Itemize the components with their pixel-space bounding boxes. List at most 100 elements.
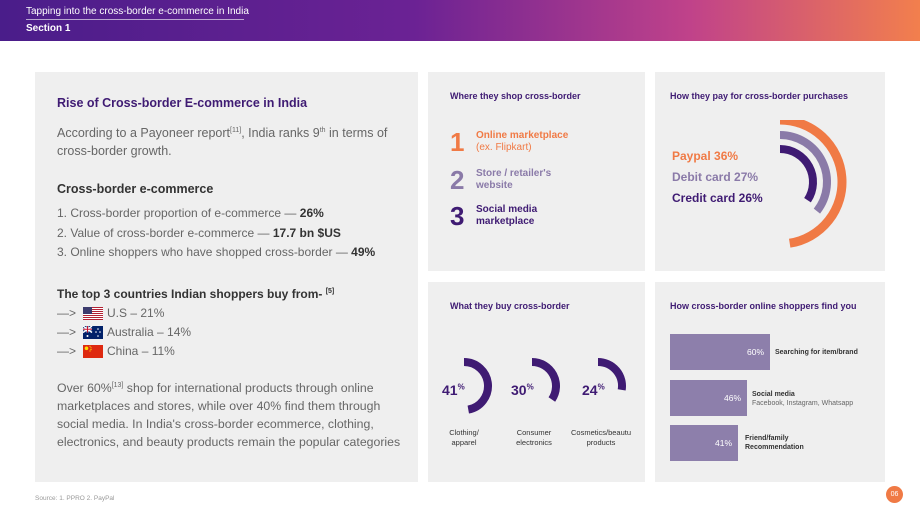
rank-label-sub: website <box>476 180 513 191</box>
pct-unit: % <box>526 382 534 392</box>
stat-label: 2. Value of cross-border e-commerce — <box>57 225 273 240</box>
category-caption: Cosmetics/beautu products <box>568 428 634 448</box>
category-percent: 30% <box>511 382 534 398</box>
rank-item: 1 Online marketplace (ex. Flipkart) <box>450 129 568 155</box>
find-bar-label: Searching for item/brand <box>775 348 858 357</box>
stat-value: 17.7 bn $US <box>272 225 341 240</box>
countries-ref: [5] <box>325 288 335 295</box>
countries-heading-text: The top 3 countries Indian shoppers buy … <box>57 287 323 301</box>
rank-label-sub: (ex. Flipkart) <box>476 142 532 153</box>
find-bar: 60% <box>670 334 770 370</box>
rank-label: Social media marketplace <box>476 204 537 228</box>
pct-number: 41 <box>442 382 458 398</box>
where-panel: Where they shop cross-border 1 Online ma… <box>428 72 645 271</box>
intro-ref: [11] <box>230 127 242 134</box>
payment-arc <box>780 120 847 248</box>
section-label: Section 1 <box>26 23 71 34</box>
arrow-text: —> <box>57 325 77 339</box>
country-label: U.S – 21% <box>107 306 165 320</box>
arrow-text: —> <box>57 344 77 358</box>
intro-text-b: , India ranks 9 <box>241 126 320 141</box>
stat-item: 1. Cross-border proportion of e-commerce… <box>57 204 375 224</box>
us-flag-icon <box>83 306 103 320</box>
header-banner: Tapping into the cross-border e-commerce… <box>0 0 920 41</box>
rank-label: Store / retailer's website <box>476 168 551 192</box>
rank-number: 2 <box>450 165 465 195</box>
pct-unit: % <box>597 382 605 392</box>
payment-label: Debit card 27% <box>672 170 759 184</box>
category-arc <box>597 358 626 391</box>
rise-panel: Rise of Cross-border E-commerce in India… <box>35 72 418 482</box>
find-label-main: Friend/family <box>745 435 789 442</box>
arrow-text: —> <box>57 306 77 320</box>
stats-list: 1. Cross-border proportion of e-commerce… <box>57 204 375 263</box>
rise-heading: Rise of Cross-border E-commerce in India <box>57 96 308 110</box>
find-label-sub: Recommendation <box>745 444 804 451</box>
category-percent: 24% <box>582 382 605 398</box>
category-arc <box>531 358 560 402</box>
stat-item: 2. Value of cross-border e-commerce — 17… <box>57 224 375 244</box>
country-row: —> Australia – 14% <box>57 325 191 339</box>
payment-arcs <box>780 120 847 248</box>
summary-ref: [13] <box>111 382 124 389</box>
find-label-main: Searching for item/brand <box>775 349 858 356</box>
category-gauges <box>463 358 626 414</box>
category-caption: Consumer electronics <box>506 428 562 448</box>
intro-text-c: in terms of cross-border growth. <box>57 126 388 159</box>
find-title: How cross-border online shoppers find yo… <box>670 301 857 311</box>
rank-item: 2 Store / retailer's website <box>450 167 551 193</box>
intro-sup: th <box>319 127 326 134</box>
where-title: Where they shop cross-border <box>450 91 581 101</box>
rank-item: 3 Social media marketplace <box>450 203 537 229</box>
payment-label: Credit card 26% <box>672 191 763 205</box>
country-row: —> U.S – 21% <box>57 306 164 320</box>
category-arc <box>463 358 492 414</box>
rank-label-main: Online marketplace <box>476 130 569 141</box>
summary-text-a: Over 60% <box>57 381 112 396</box>
find-panel: How cross-border online shoppers find yo… <box>655 282 885 482</box>
payment-label: Paypal 36% <box>672 149 739 163</box>
buy-title: What they buy cross-border <box>450 301 570 311</box>
stat-label: 1. Cross-border proportion of e-commerce… <box>57 206 300 220</box>
find-bar: 46% <box>670 380 747 416</box>
rank-number: 1 <box>450 127 465 157</box>
summary-paragraph: Over 60%[13] shop for international prod… <box>57 377 412 451</box>
find-bar-label: Social media Facebook, Instagram, Whatsap… <box>752 390 853 408</box>
intro-paragraph: According to a Payoneer report[11], Indi… <box>57 122 412 160</box>
deck-title: Tapping into the cross-border e-commerce… <box>26 6 249 17</box>
caption-line: apparel <box>451 438 477 447</box>
pct-number: 30 <box>511 382 527 398</box>
rank-label: Online marketplace (ex. Flipkart) <box>476 130 568 154</box>
find-bar: 41% <box>670 425 738 461</box>
category-percent: 41% <box>442 382 465 398</box>
rank-number: 3 <box>450 201 465 231</box>
stat-value: 49% <box>351 245 376 259</box>
rank-label-main: Social media <box>476 204 538 215</box>
countries-heading: The top 3 countries Indian shoppers buy … <box>57 287 334 301</box>
find-label-main: Social media <box>752 391 795 398</box>
country-label: Australia – 14% <box>107 325 192 339</box>
buy-panel: What they buy cross-border 41% 30% 24% C… <box>428 282 645 482</box>
intro-text-a: According to a Payoneer report <box>57 126 231 141</box>
pay-panel: How they pay for cross-border purchases … <box>655 72 885 271</box>
stat-value: 26% <box>299 206 324 220</box>
stat-label: 3. Online shoppers who have shopped cros… <box>57 245 352 259</box>
category-caption: Clothing/apparel <box>438 428 490 448</box>
caption-line: products <box>586 438 616 447</box>
source-note: Source: 1. PPRO 2. PayPal <box>35 495 115 502</box>
find-bar-label: Friend/family Recommendation <box>745 434 804 452</box>
country-row: —> China – 11% <box>57 344 175 358</box>
australia-flag-icon <box>83 325 103 339</box>
header-divider <box>26 19 244 20</box>
caption-line: Clothing/ <box>449 428 479 437</box>
pct-number: 24 <box>582 382 598 398</box>
china-flag-icon <box>83 344 103 358</box>
caption-line: electronics <box>516 438 552 447</box>
summary-text-b: shop for international products through … <box>57 381 401 450</box>
rank-label-sub: marketplace <box>476 216 535 227</box>
pay-title: How they pay for cross-border purchases <box>670 91 849 101</box>
payment-arc <box>780 131 831 214</box>
stat-item: 3. Online shoppers who have shopped cros… <box>57 243 375 263</box>
find-label-sub: Facebook, Instagram, Whatsapp <box>752 400 854 407</box>
pct-unit: % <box>457 382 465 392</box>
